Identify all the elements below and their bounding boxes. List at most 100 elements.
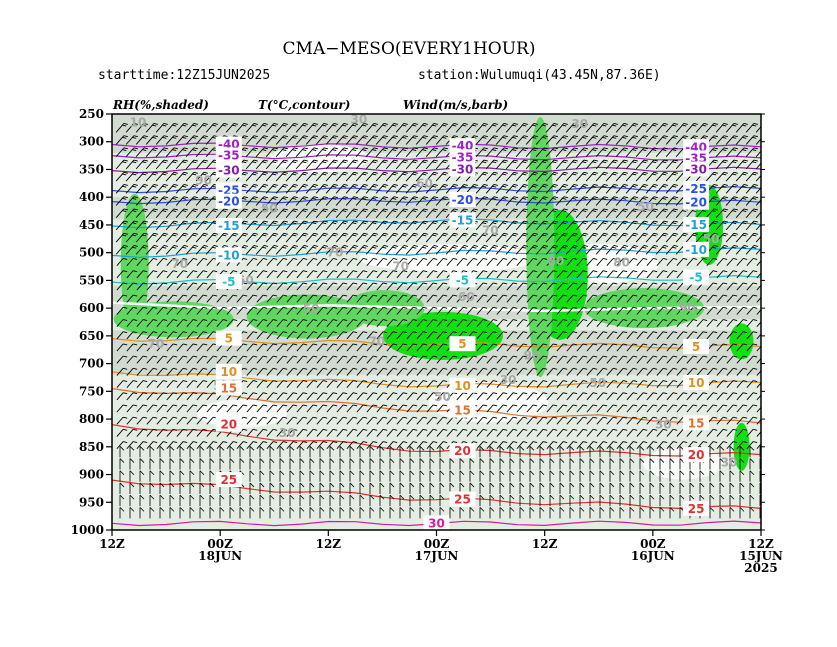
- wind-barb: [165, 135, 178, 145]
- wind-barb: [136, 380, 148, 389]
- wind-barb: [645, 220, 658, 231]
- wind-barb: [486, 319, 498, 328]
- wind-barb: [406, 367, 418, 376]
- wind-barb: [586, 306, 598, 315]
- wind-barb: [715, 123, 728, 133]
- wind-barb: [186, 441, 198, 450]
- wind-barb: [509, 470, 515, 482]
- wind-barb: [606, 319, 618, 328]
- wind-barb: [295, 245, 308, 255]
- wind-barb: [726, 331, 738, 340]
- wind-barb: [346, 392, 358, 401]
- wind-barb: [286, 380, 298, 389]
- wind-barb: [286, 392, 298, 401]
- wind-barb: [459, 470, 465, 482]
- wind-barb: [705, 208, 718, 218]
- wind-barb: [456, 355, 468, 364]
- wind-barb: [379, 507, 385, 519]
- wind-barb: [209, 482, 215, 494]
- wind-barb: [316, 282, 328, 291]
- wind-barb: [515, 208, 528, 218]
- wind-barb: [236, 306, 248, 315]
- wind-barb: [476, 294, 488, 303]
- wind-barb: [325, 159, 338, 170]
- wind-barb: [546, 380, 558, 389]
- wind-barb: [549, 470, 555, 482]
- wind-barb: [476, 343, 488, 352]
- wind-barb: [256, 258, 268, 266]
- wind-barb: [415, 123, 428, 133]
- wind-barb: [636, 355, 648, 364]
- wind-barb: [506, 270, 518, 279]
- wind-barb: [299, 446, 305, 458]
- wind-barb: [416, 404, 428, 413]
- wind-barb: [566, 331, 578, 340]
- y-tick-label: 300: [79, 135, 104, 149]
- wind-barb: [136, 331, 148, 340]
- wind-barb: [715, 245, 728, 255]
- temp-label-box: [449, 443, 476, 459]
- wind-barb: [166, 355, 178, 364]
- wind-barb: [356, 306, 368, 315]
- wind-barb: [319, 470, 325, 482]
- wind-barb: [485, 208, 498, 218]
- wind-barb: [726, 380, 738, 389]
- wind-barb: [686, 258, 698, 266]
- wind-barb: [715, 232, 728, 243]
- wind-barb: [666, 355, 678, 364]
- wind-barb: [196, 355, 208, 364]
- wind-barb: [636, 331, 648, 340]
- wind-barb: [435, 123, 448, 133]
- wind-barb: [535, 147, 548, 157]
- wind-barb: [386, 282, 398, 291]
- wind-barb: [659, 446, 665, 458]
- wind-barb: [136, 343, 148, 352]
- wind-barb: [156, 258, 168, 266]
- wind-barb: [219, 458, 225, 470]
- wind-barb: [619, 458, 625, 470]
- wind-barb: [249, 482, 255, 494]
- wind-barb: [579, 458, 585, 470]
- wind-barb: [736, 258, 748, 266]
- wind-barb: [519, 494, 525, 507]
- rh-moist-area: [526, 117, 555, 378]
- wind-barb: [496, 380, 508, 389]
- wind-barb: [369, 458, 375, 470]
- wind-barb: [116, 282, 128, 291]
- x-tick-label: 00Z: [640, 537, 666, 551]
- wind-barb: [216, 306, 228, 315]
- wind-barb: [209, 507, 215, 519]
- wind-barb: [736, 367, 748, 376]
- wind-barb: [535, 232, 548, 243]
- wind-barb: [569, 482, 575, 494]
- temp-label-box: [683, 161, 710, 177]
- wind-barb: [576, 428, 588, 437]
- wind-barb: [329, 458, 335, 470]
- wind-barb: [519, 507, 525, 519]
- wind-barb: [195, 245, 208, 255]
- wind-barb: [739, 470, 745, 482]
- wind-barb: [369, 482, 375, 494]
- wind-barb: [269, 482, 275, 494]
- wind-barb: [156, 343, 168, 352]
- wind-barb: [295, 123, 308, 133]
- wind-barb: [539, 482, 545, 494]
- wind-barb: [166, 282, 178, 291]
- wind-barb: [225, 123, 238, 133]
- wind-barb: [635, 135, 648, 145]
- wind-barb: [636, 319, 648, 328]
- wind-barb: [256, 282, 268, 291]
- wind-barb: [475, 208, 488, 218]
- wind-barb: [446, 319, 458, 328]
- wind-barb: [336, 258, 348, 266]
- wind-barb: [185, 220, 198, 231]
- wind-barb: [119, 458, 125, 470]
- wind-barb: [726, 258, 738, 266]
- wind-barb: [405, 196, 418, 206]
- wind-barb: [165, 171, 178, 182]
- wind-barb: [276, 392, 288, 401]
- wind-barb: [665, 147, 678, 157]
- wind-barb: [399, 470, 405, 482]
- wind-barb: [536, 416, 548, 425]
- wind-barb: [609, 482, 615, 494]
